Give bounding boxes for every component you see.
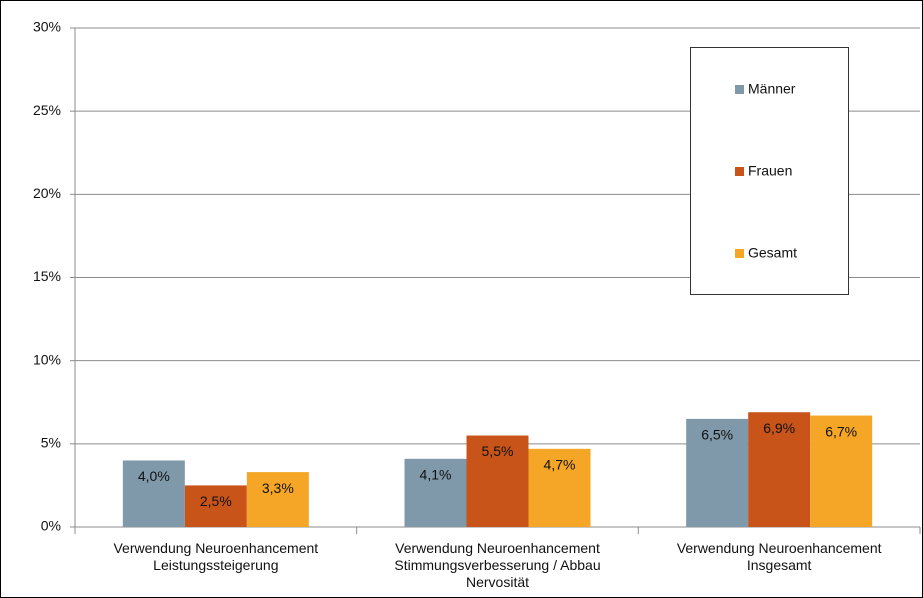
- legend-swatch: [735, 167, 744, 176]
- legend-box: [690, 47, 849, 295]
- bar: [122, 460, 185, 527]
- x-tick-label: Verwendung Neuroenhancement Stimmungsverb…: [394, 540, 600, 590]
- bar: [404, 458, 467, 527]
- value-label: 3,3%: [262, 480, 294, 496]
- value-label: 4,1%: [420, 467, 452, 483]
- y-tick-label: 5%: [41, 435, 61, 451]
- value-label: 6,7%: [825, 423, 857, 439]
- legend-label: Männer: [748, 81, 796, 97]
- bar: [686, 418, 749, 527]
- value-label: 4,0%: [138, 468, 170, 484]
- legend-swatch: [735, 85, 744, 94]
- value-label: 2,5%: [200, 493, 232, 509]
- bar: [810, 415, 873, 527]
- x-tick-label-line: Stimmungsverbesserung / Abbau: [394, 557, 600, 573]
- y-tick-label: 10%: [33, 351, 61, 367]
- x-tick-label: Verwendung Neuroenhancement Leistungsstei…: [113, 540, 318, 573]
- x-tick-label-line: Leistungssteigerung: [153, 557, 278, 573]
- x-tick-label-line: Verwendung Neuroenhancement: [113, 540, 318, 556]
- bar: [246, 472, 309, 527]
- bar: [466, 435, 529, 527]
- x-tick-label-line: Nervosität: [466, 574, 529, 590]
- y-tick-label: 15%: [33, 268, 61, 284]
- bar: [748, 412, 811, 527]
- value-label: 6,9%: [763, 420, 795, 436]
- x-tick-label-line: Verwendung Neuroenhancement: [395, 540, 600, 556]
- x-tick-label-line: Verwendung Neuroenhancement: [677, 540, 882, 556]
- x-tick-label: Verwendung Neuroenhancement Insgesamt: [677, 540, 882, 573]
- value-label: 5,5%: [482, 443, 514, 459]
- value-label: 6,5%: [701, 427, 733, 443]
- y-tick-label: 20%: [33, 185, 61, 201]
- x-tick-label-line: Insgesamt: [747, 557, 812, 573]
- legend-label: Gesamt: [748, 245, 797, 261]
- bar: [528, 448, 591, 527]
- y-tick-label: 25%: [33, 102, 61, 118]
- legend-swatch: [735, 249, 744, 258]
- bar: [184, 485, 247, 527]
- y-tick-label: 30%: [33, 19, 61, 35]
- y-tick-label: 0%: [41, 518, 61, 534]
- value-label: 4,7%: [544, 457, 576, 473]
- legend-label: Frauen: [748, 163, 792, 179]
